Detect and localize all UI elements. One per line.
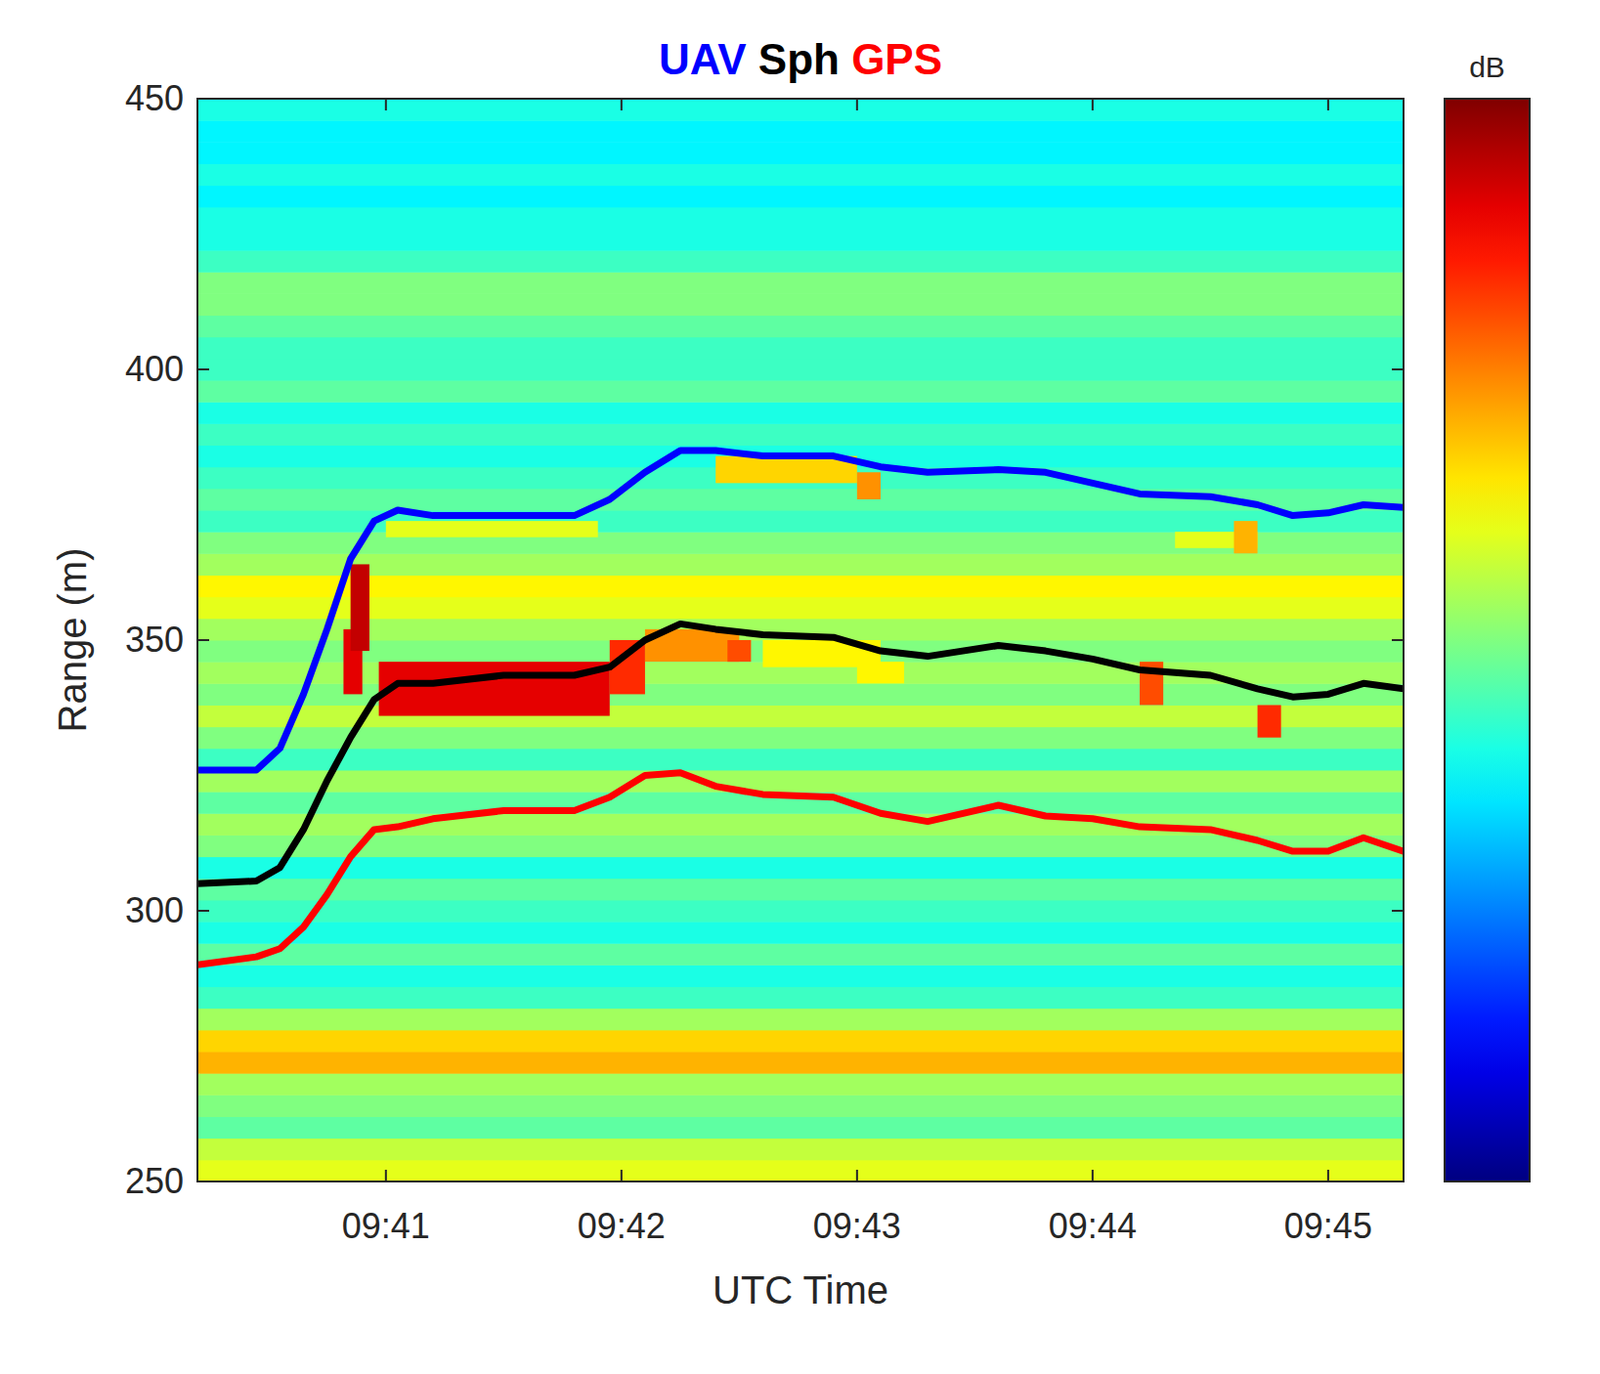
heatmap-row — [197, 423, 1404, 446]
heatmap-row — [197, 358, 1404, 382]
x-tick-label: 09:45 — [1284, 1206, 1373, 1247]
legend-entry: UAV — [658, 35, 747, 84]
series-line — [197, 623, 1404, 884]
heatmap-row — [197, 98, 1404, 122]
heatmap-row — [197, 207, 1404, 230]
heatmap-row — [197, 1030, 1404, 1053]
heatmap-row — [197, 575, 1404, 599]
y-tick-label: 300 — [125, 890, 184, 931]
series-line — [197, 773, 1404, 966]
heatmap-row — [197, 380, 1404, 403]
heatmap-patch — [1233, 520, 1257, 554]
heatmap-row — [197, 120, 1404, 143]
heatmap-patch — [1257, 704, 1282, 737]
colorbar-label: dB — [1469, 50, 1506, 84]
x-tick — [1327, 1169, 1330, 1182]
heatmap-row — [197, 163, 1404, 186]
heatmap-row — [197, 878, 1404, 902]
y-tick-label: 250 — [125, 1161, 184, 1202]
heatmap-row — [197, 271, 1404, 295]
x-tick-label: 09:43 — [813, 1206, 902, 1247]
chart: 250 300 350 400 450 09:41 09:42 09:43 09:44 09:45… — [0, 0, 1600, 1374]
heatmap-row — [197, 228, 1404, 252]
heatmap-row — [197, 1160, 1404, 1182]
y-axis-title: Range (m) — [50, 548, 94, 734]
y-tick — [197, 639, 210, 642]
heatmap-row — [197, 1117, 1404, 1140]
heatmap-row — [197, 770, 1404, 793]
heatmap-row — [197, 141, 1404, 165]
heatmap-row — [197, 293, 1404, 316]
heatmap-row — [197, 1008, 1404, 1032]
heatmap-row — [197, 553, 1404, 576]
heatmap-patch — [857, 661, 905, 684]
x-tick-label: 09:44 — [1048, 1206, 1137, 1247]
heatmap-patch — [350, 563, 370, 651]
heatmap-row — [197, 834, 1404, 858]
heatmap-row — [197, 1094, 1404, 1118]
heatmap-row — [197, 337, 1404, 360]
x-tick — [1327, 98, 1330, 111]
heatmap-row — [197, 964, 1404, 988]
x-tick — [1091, 98, 1094, 111]
heatmap-row — [197, 250, 1404, 273]
heatmap-row — [197, 315, 1404, 339]
heatmap-row — [197, 987, 1404, 1010]
heatmap-row — [197, 748, 1404, 772]
x-axis-title: UTC Time — [712, 1268, 889, 1312]
y-tick-label: 450 — [125, 78, 184, 119]
heatmap-patch — [727, 640, 751, 662]
x-tick — [620, 1169, 623, 1182]
heatmap-patch — [715, 456, 858, 484]
heatmap-patch — [386, 520, 599, 538]
plot-area — [197, 98, 1404, 1182]
series-line — [197, 450, 1404, 771]
y-tick — [1391, 97, 1404, 100]
heatmap-row — [197, 597, 1404, 620]
legend-entry: GPS — [839, 35, 943, 84]
x-tick-label: 09:41 — [342, 1206, 431, 1247]
x-tick — [856, 1169, 859, 1182]
y-tick-label: 400 — [125, 348, 184, 390]
heatmap-row — [197, 1073, 1404, 1096]
heatmap-row — [197, 727, 1404, 750]
heatmap-row — [197, 921, 1404, 945]
heatmap-row — [197, 900, 1404, 923]
y-tick — [1391, 639, 1404, 642]
heatmap-patch — [379, 661, 610, 716]
heatmap-row — [197, 1138, 1404, 1162]
x-tick — [1091, 1169, 1094, 1182]
heatmap-row — [197, 1051, 1404, 1075]
heatmap-row — [197, 943, 1404, 966]
y-tick — [1391, 368, 1404, 371]
legend-entry: Sph — [746, 35, 840, 84]
heatmap-row — [197, 185, 1404, 209]
x-tick — [385, 98, 388, 111]
heatmap-patch — [857, 472, 881, 500]
y-tick — [197, 909, 210, 912]
heatmap-row — [197, 531, 1404, 555]
y-tick — [1391, 909, 1404, 912]
heatmap-row — [197, 401, 1404, 425]
x-tick — [385, 1169, 388, 1182]
legend: UAV Sph GPS — [658, 35, 943, 84]
y-tick — [197, 368, 210, 371]
y-tick-label: 350 — [125, 619, 184, 660]
x-tick — [856, 98, 859, 111]
colorbar — [1444, 98, 1530, 1182]
y-tick — [197, 97, 210, 100]
plot-frame — [197, 98, 1404, 1182]
x-tick — [620, 98, 623, 111]
heatmap-row — [197, 857, 1404, 880]
heatmap-row — [197, 704, 1404, 728]
y-tick — [1391, 1180, 1404, 1183]
x-tick-label: 09:42 — [577, 1206, 666, 1247]
y-tick — [197, 1180, 210, 1183]
